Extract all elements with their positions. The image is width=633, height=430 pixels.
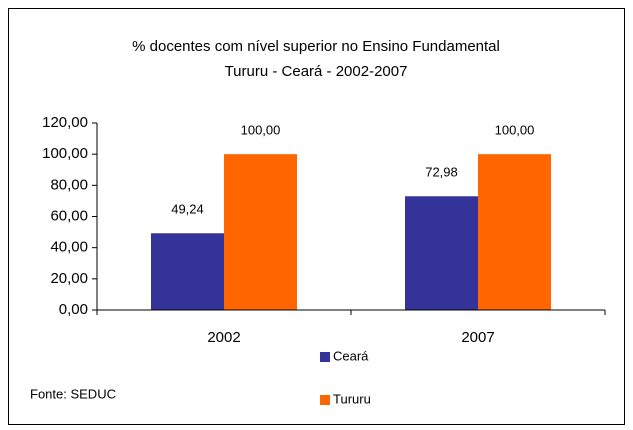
value-label: 49,24 bbox=[171, 202, 204, 217]
y-tick-label: 40,00 bbox=[50, 239, 88, 256]
x-tick-label: 2002 bbox=[207, 329, 240, 346]
bar bbox=[478, 154, 551, 310]
legend-label: Tururu bbox=[333, 391, 371, 406]
bar bbox=[405, 196, 478, 310]
source-note: Fonte: SEDUC bbox=[30, 386, 116, 401]
y-tick-label: 60,00 bbox=[50, 207, 88, 224]
legend-swatch bbox=[320, 395, 330, 405]
value-label: 100,00 bbox=[495, 123, 535, 138]
legend-label: Ceará bbox=[333, 348, 369, 363]
bar bbox=[151, 233, 224, 310]
y-tick-label: 100,00 bbox=[42, 145, 88, 162]
bar bbox=[224, 154, 297, 310]
y-tick-label: 20,00 bbox=[50, 270, 88, 287]
x-tick-label: 2007 bbox=[461, 329, 494, 346]
legend-swatch bbox=[320, 352, 330, 362]
y-tick-label: 80,00 bbox=[50, 176, 88, 193]
chart-title: % docentes com nível superior no Ensino … bbox=[132, 38, 500, 55]
value-label: 72,98 bbox=[425, 165, 458, 180]
chart-subtitle: Tururu - Ceará - 2002-2007 bbox=[225, 63, 408, 80]
y-tick-label: 120,00 bbox=[42, 114, 88, 131]
value-label: 100,00 bbox=[241, 123, 281, 138]
y-tick-label: 0,00 bbox=[59, 301, 88, 318]
